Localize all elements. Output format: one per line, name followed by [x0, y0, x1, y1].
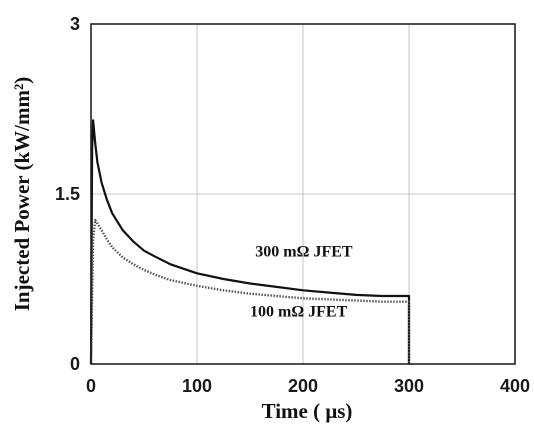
y-tick-label: 1.5: [55, 184, 80, 204]
x-tick-label: 300: [394, 376, 424, 396]
y-axis-title: Injected Power (kW/mm²): [10, 77, 34, 312]
x-axis-title: Time ( μs): [262, 399, 353, 423]
x-tick-label: 0: [86, 376, 96, 396]
y-tick-label: 0: [70, 354, 80, 374]
series-line-1: [89, 218, 411, 365]
plot-frame: [90, 23, 516, 365]
series-label: 100 mΩ JFET: [250, 303, 348, 320]
series-line-0: [89, 119, 411, 365]
annotations: 300 mΩ JFET 100 mΩ JFET: [250, 243, 353, 320]
x-tick-label: 400: [500, 376, 530, 396]
series-label: 300 mΩ JFET: [255, 243, 353, 260]
series-layer: [89, 119, 411, 365]
x-tick-label: 100: [182, 376, 212, 396]
x-tick-label: 200: [288, 376, 318, 396]
y-tick-label: 3: [70, 14, 80, 34]
tick-labels: 0 100 200 300 400 0 1.5 3: [55, 14, 530, 396]
